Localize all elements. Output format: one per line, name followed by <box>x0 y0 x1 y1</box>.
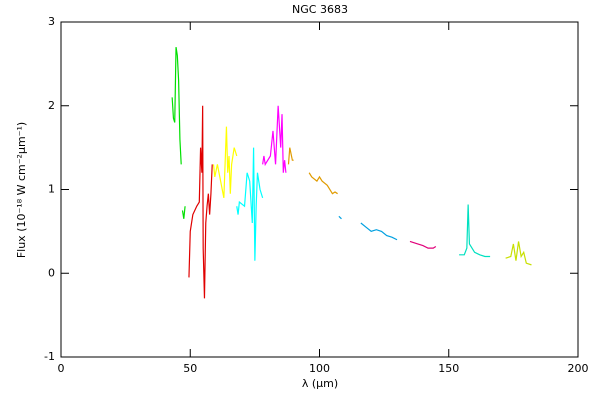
y-tick-label: 2 <box>48 99 55 112</box>
x-tick-label: 0 <box>58 362 65 375</box>
x-tick-label: 200 <box>568 362 589 375</box>
spectrum-line <box>212 126 238 198</box>
spectrum-line <box>287 147 294 165</box>
x-tick-label: 100 <box>309 362 330 375</box>
spectrum-line <box>338 215 342 220</box>
spectrum-line <box>236 147 264 261</box>
spectrum-line <box>459 204 491 258</box>
spectrum-line <box>181 206 186 219</box>
spectrum-line <box>188 105 213 299</box>
chart-title: NGC 3683 <box>292 3 348 16</box>
spectrum-line <box>409 240 437 249</box>
y-tick-label: 1 <box>48 183 55 196</box>
plot-frame <box>60 21 579 358</box>
y-tick-label: 0 <box>48 266 55 279</box>
spectrum-line <box>171 47 182 165</box>
y-axis-label: Flux (10⁻¹⁸ W cm⁻²μm⁻¹) <box>15 122 28 258</box>
spectrum-line <box>262 105 287 173</box>
spectrum-line <box>360 222 398 241</box>
x-tick-label: 150 <box>438 362 459 375</box>
spectrum-line <box>308 172 338 195</box>
spectrum-line <box>505 241 532 266</box>
y-tick-label: 3 <box>48 15 55 28</box>
y-tick-label: -1 <box>44 350 55 363</box>
x-tick-label: 50 <box>183 362 197 375</box>
x-axis-label: λ (μm) <box>302 377 338 390</box>
